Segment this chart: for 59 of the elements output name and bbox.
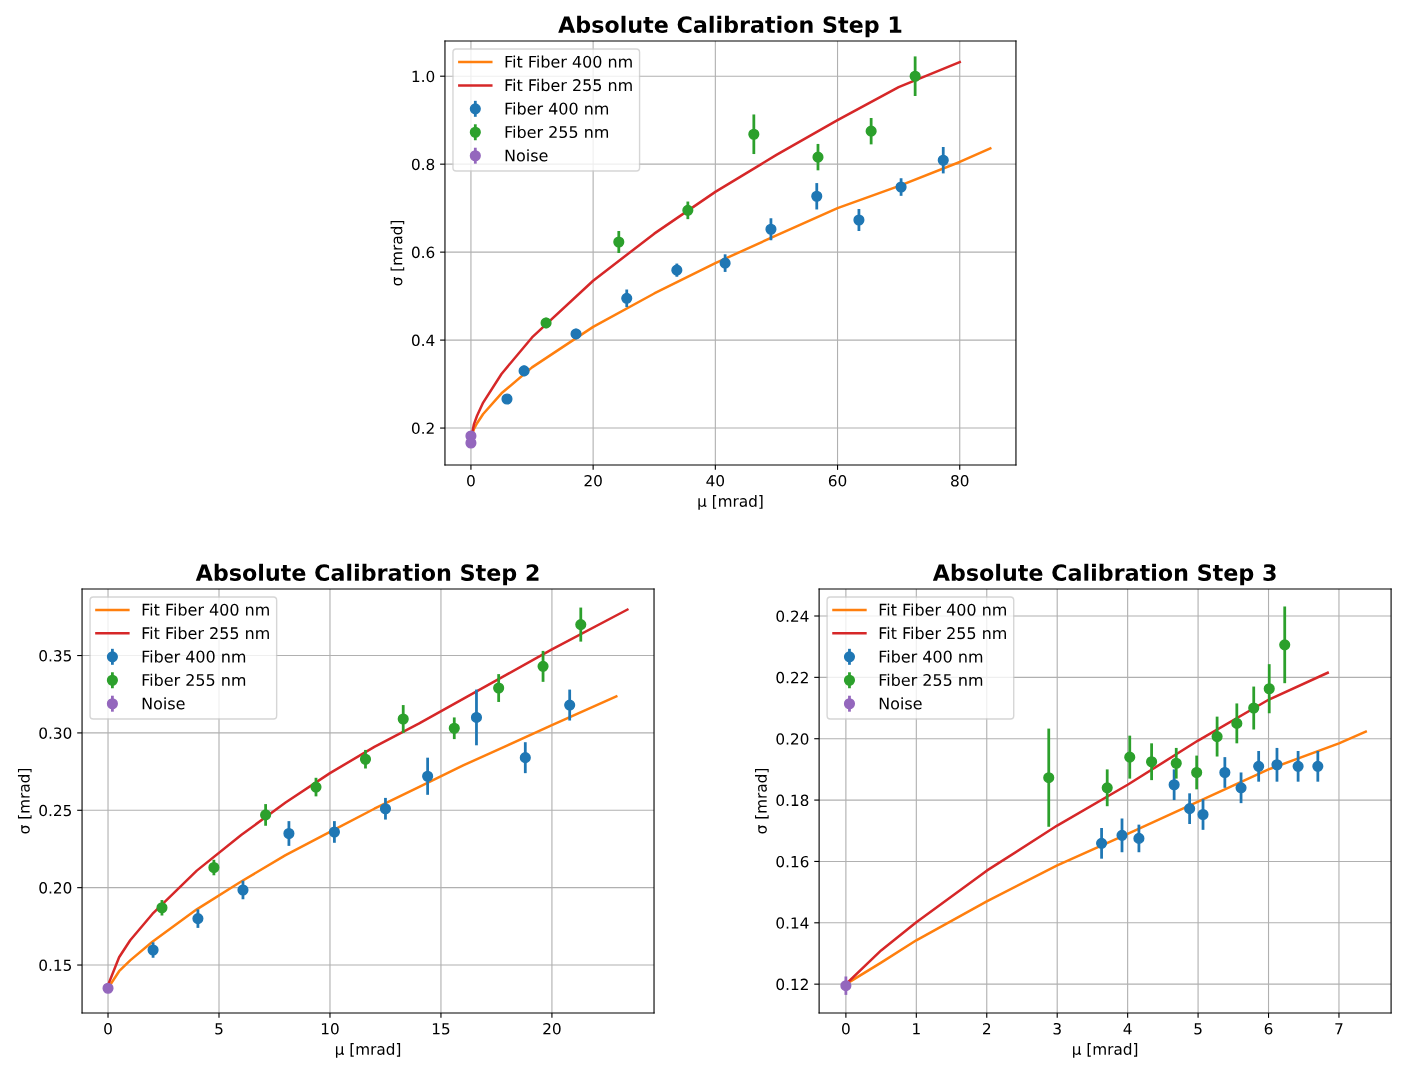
x-axis-title: μ [mrad] bbox=[335, 1043, 401, 1058]
y-tick-label: 1.0 bbox=[412, 70, 435, 83]
chart-title: Absolute Calibration Step 2 bbox=[195, 563, 539, 586]
legend-label: Fiber 400 nm bbox=[879, 650, 983, 663]
y-tick-label: 0.20 bbox=[39, 882, 72, 894]
y-tick-label: 0.16 bbox=[776, 855, 809, 868]
legend-label: Fiber 255 nm bbox=[879, 673, 983, 687]
y-tick-label: 0.8 bbox=[411, 158, 435, 171]
legend-label: Fit Fiber 255 nm bbox=[142, 626, 269, 640]
y-tick-label: 0.4 bbox=[411, 334, 435, 347]
x-tick-label: 15 bbox=[432, 1023, 450, 1035]
y-tick-label: 0.25 bbox=[39, 804, 71, 817]
legend-label: Fit Fiber 255 nm bbox=[505, 78, 632, 92]
x-tick-label: 3 bbox=[1053, 1022, 1061, 1035]
legend-label: Noise bbox=[505, 149, 548, 162]
x-axis-title: μ [mrad] bbox=[698, 495, 763, 510]
y-tick-label: 0.2 bbox=[411, 422, 434, 435]
legend-label: Fit Fiber 400 nm bbox=[505, 55, 632, 68]
x-tick-label: 40 bbox=[706, 475, 725, 487]
legend-label: Noise bbox=[879, 697, 922, 710]
y-tick-label: 0.15 bbox=[39, 959, 71, 972]
y-tick-label: 0.6 bbox=[411, 246, 435, 259]
chart-title: Absolute Calibration Step 1 bbox=[558, 15, 902, 38]
x-tick-label: 4 bbox=[1123, 1023, 1132, 1035]
x-tick-label: 20 bbox=[584, 475, 602, 487]
legend-label: Fit Fiber 400 nm bbox=[879, 603, 1006, 616]
legend-label: Noise bbox=[142, 697, 185, 710]
x-tick-label: 0 bbox=[467, 475, 475, 487]
y-tick-label: 0.30 bbox=[39, 727, 72, 739]
x-tick-label: 2 bbox=[983, 1022, 991, 1035]
x-tick-label: 0 bbox=[104, 1022, 112, 1035]
chart-title: Absolute Calibration Step 3 bbox=[932, 563, 1276, 586]
x-tick-label: 7 bbox=[1335, 1023, 1343, 1035]
legend-label: Fiber 255 nm bbox=[505, 125, 609, 139]
y-axis-title: σ [mrad] bbox=[390, 220, 405, 286]
x-tick-label: 10 bbox=[321, 1022, 339, 1035]
x-axis-title: μ [mrad] bbox=[1073, 1043, 1138, 1058]
x-tick-label: 5 bbox=[215, 1023, 223, 1035]
x-tick-label: 20 bbox=[543, 1022, 561, 1035]
y-tick-label: 0.22 bbox=[776, 671, 808, 684]
legend-label: Fiber 400 nm bbox=[142, 650, 246, 663]
y-tick-label: 0.35 bbox=[39, 650, 71, 662]
x-tick-label: 1 bbox=[913, 1023, 920, 1035]
x-tick-label: 6 bbox=[1264, 1022, 1273, 1035]
legend-label: Fit Fiber 400 nm bbox=[142, 603, 269, 616]
x-tick-label: 5 bbox=[1194, 1023, 1202, 1035]
y-axis-title: σ [mrad] bbox=[755, 768, 769, 834]
y-tick-label: 0.14 bbox=[776, 917, 809, 929]
y-tick-label: 0.24 bbox=[776, 610, 809, 623]
x-tick-label: 0 bbox=[842, 1022, 850, 1035]
x-tick-label: 60 bbox=[828, 475, 847, 487]
legend-label: Fit Fiber 255 nm bbox=[879, 626, 1006, 640]
y-axis-title: σ [mrad] bbox=[17, 768, 32, 834]
y-tick-label: 0.12 bbox=[776, 978, 808, 991]
y-tick-label: 0.18 bbox=[776, 794, 809, 807]
legend-label: Fiber 255 nm bbox=[142, 673, 246, 687]
x-tick-label: 80 bbox=[951, 475, 969, 487]
y-tick-label: 0.20 bbox=[776, 733, 809, 745]
legend-label: Fiber 400 nm bbox=[505, 102, 609, 115]
